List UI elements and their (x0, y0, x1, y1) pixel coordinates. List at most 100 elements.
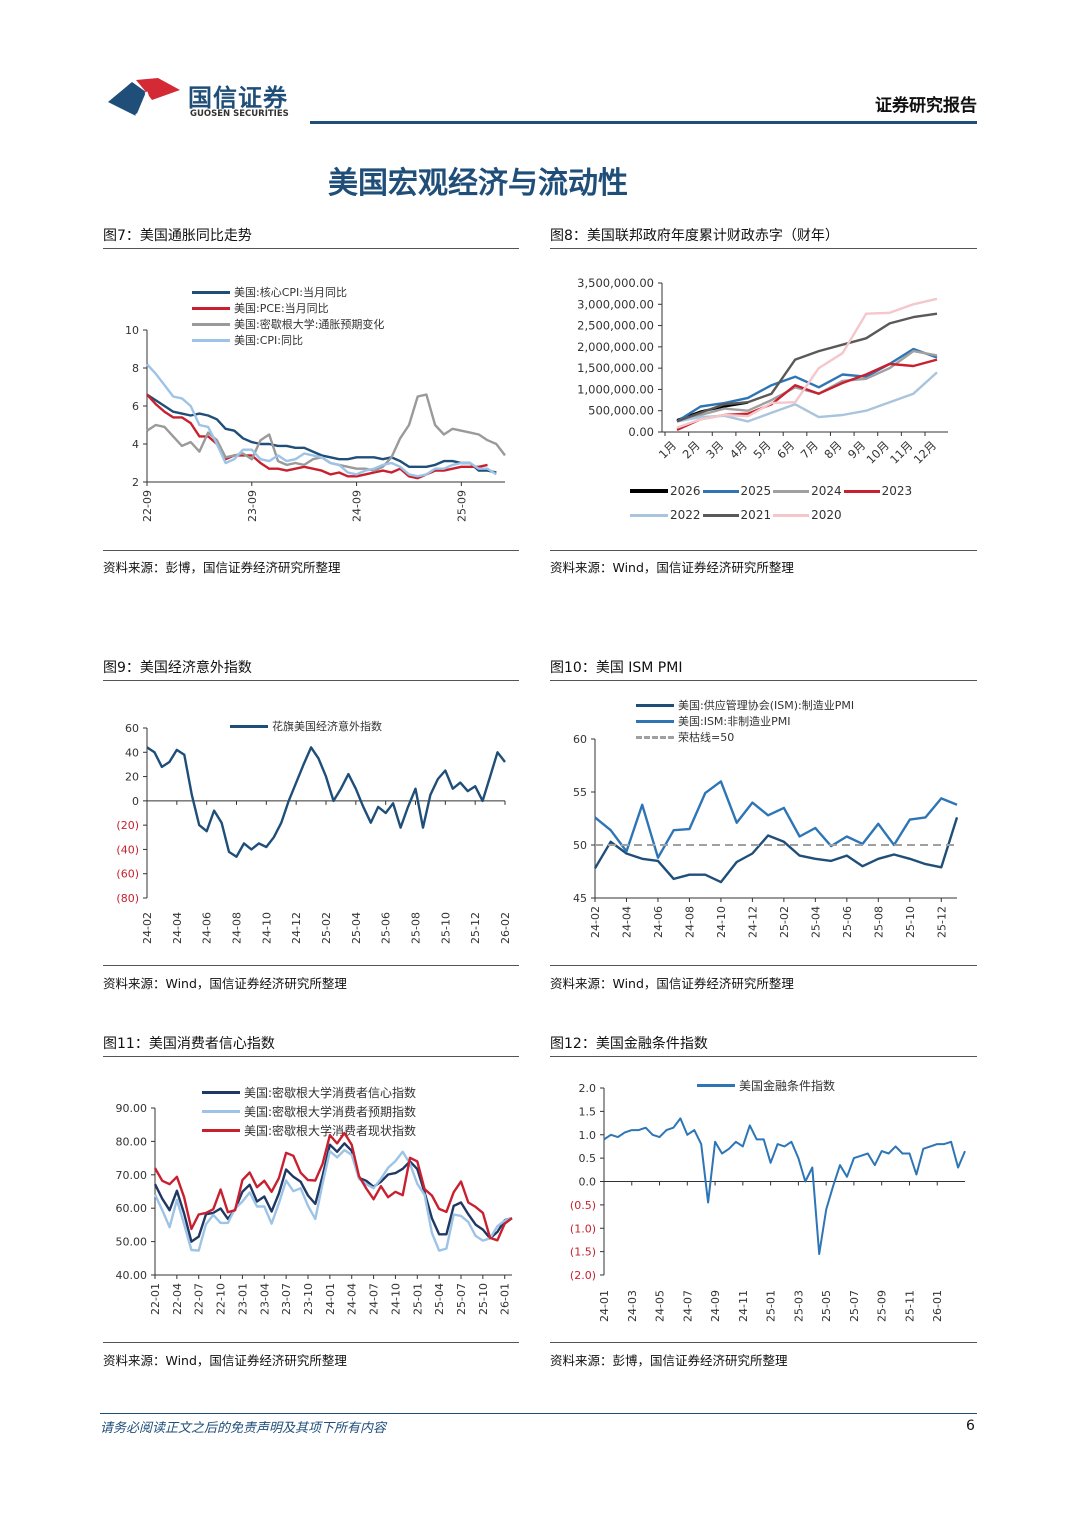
x-tick-label: 2月 (680, 438, 703, 461)
x-tick-label: 25-06 (380, 912, 393, 944)
x-tick-label: 24-07 (368, 1283, 381, 1315)
x-tick-label: 24-08 (231, 912, 244, 944)
series-line-5 (676, 371, 938, 423)
x-tick-label: 25-11 (903, 1290, 916, 1322)
series-line-4 (146, 363, 497, 478)
legend-label: 花旗美国经济意外指数 (272, 720, 382, 733)
legend-item: 美国:PCE:当月同比 (192, 301, 384, 315)
legend-item: 美国:ISM:非制造业PMI (636, 714, 854, 728)
y-tick-label: (80) (116, 892, 139, 905)
y-tick-label: 60 (573, 733, 587, 746)
y-tick-label: 70.00 (116, 1169, 148, 1182)
x-tick-label: 3月 (703, 438, 726, 461)
x-tick-label: 24-04 (346, 1283, 359, 1315)
y-tick-label: 50.00 (116, 1236, 148, 1249)
x-tick-label: 5月 (750, 438, 773, 461)
figure-10-legend: 美国:供应管理协会(ISM):制造业PMI 美国:ISM:非制造业PMI 荣枯线… (636, 698, 854, 744)
y-tick-label: 20 (125, 771, 139, 784)
divider (550, 1056, 977, 1057)
x-tick-label: 26-02 (499, 912, 512, 944)
x-tick-label: 24-09 (709, 1290, 722, 1322)
legend-label: 美国:CPI:同比 (234, 334, 303, 347)
x-tick-label: 24-06 (652, 906, 665, 938)
series-line-1 (593, 817, 959, 884)
figure-12-legend: 美国金融条件指数 (697, 1078, 836, 1093)
x-tick-label: 23-09 (246, 490, 259, 522)
y-tick-label: (60) (116, 868, 139, 881)
series-line-2 (153, 1148, 513, 1252)
x-tick-label: 25-08 (410, 912, 423, 944)
logo-mark-icon (108, 78, 180, 118)
x-tick-label: 6月 (774, 438, 797, 461)
divider (550, 680, 977, 681)
series-line-2 (594, 780, 958, 859)
figure-11-legend: 美国:密歇根大学消费者信心指数 美国:密歇根大学消费者预期指数 美国:密歇根大学… (202, 1085, 416, 1138)
x-tick-label: 24-01 (324, 1283, 337, 1315)
x-tick-label: 8月 (821, 438, 844, 461)
figure-9-legend: 花旗美国经济意外指数 (230, 719, 382, 733)
y-tick-label: 40 (125, 746, 139, 759)
y-tick-label: (1.0) (570, 1222, 596, 1235)
figure-10-source: 资料来源：Wind，国信证券经济研究所整理 (550, 976, 794, 991)
y-tick-label: (0.5) (570, 1199, 596, 1212)
series-line-3 (153, 1131, 513, 1242)
x-tick-label: 24-12 (290, 912, 303, 944)
x-tick-label: 24-06 (201, 912, 214, 944)
y-tick-label: 2 (132, 476, 139, 489)
x-tick-label: 22-01 (149, 1283, 162, 1315)
x-tick-label: 24-10 (389, 1283, 402, 1315)
x-tick-label: 22-07 (193, 1283, 206, 1315)
figure-8-source: 资料来源：Wind，国信证券经济研究所整理 (550, 560, 794, 575)
x-tick-label: 25-02 (320, 912, 333, 944)
x-tick-label: 25-01 (411, 1283, 424, 1315)
y-tick-label: 0.5 (579, 1152, 597, 1165)
legend-label: 美国:供应管理协会(ISM):制造业PMI (678, 699, 855, 712)
x-tick-label: 12月 (911, 438, 939, 466)
divider (103, 680, 519, 681)
legend-label: 2022 (670, 508, 701, 522)
x-tick-label: 25-04 (350, 912, 363, 944)
series-line-1 (603, 1117, 966, 1255)
divider (103, 550, 519, 551)
x-tick-label: 24-10 (260, 912, 273, 944)
series-line-6 (676, 312, 938, 423)
x-tick-label: 24-02 (141, 912, 154, 944)
y-tick-label: 1.5 (579, 1105, 597, 1118)
x-tick-label: 25-09 (455, 490, 468, 522)
x-tick-label: 25-12 (469, 912, 482, 944)
y-tick-label: 60 (125, 722, 139, 735)
x-tick-label: 25-03 (792, 1290, 805, 1322)
figure-12-source: 资料来源：彭博，国信证券经济研究所整理 (550, 1353, 788, 1368)
legend-label: 2026 (670, 484, 701, 498)
x-tick-label: 26-01 (499, 1283, 512, 1315)
figure-9-source: 资料来源：Wind，国信证券经济研究所整理 (103, 976, 347, 991)
page-number: 6 (966, 1418, 975, 1434)
y-tick-label: 90.00 (116, 1102, 148, 1115)
y-tick-label: 3,000,000.00 (577, 297, 654, 311)
y-tick-label: 1.0 (579, 1129, 597, 1142)
chart-9: 60 40 20 0 (20) (40) (60) (80)24-02 24-04 24-06 24… (116, 722, 512, 944)
figure-11-title: 图11：美国消费者信心指数 (103, 1036, 275, 1052)
x-tick-label: 24-08 (683, 906, 696, 938)
x-tick-label: 24-04 (171, 912, 184, 944)
divider (550, 248, 977, 249)
x-tick-label: 25-01 (765, 1290, 778, 1322)
x-tick-label: 24-01 (598, 1290, 611, 1322)
x-tick-label: 24-12 (746, 906, 759, 938)
x-tick-label: 24-07 (681, 1290, 694, 1322)
x-tick-label: 25-08 (872, 906, 885, 938)
legend-label: 美国金融条件指数 (739, 1078, 836, 1093)
series-line-2 (676, 347, 938, 423)
x-tick-label: 24-09 (351, 490, 364, 522)
legend-item: 美国:密歇根大学消费者预期指数 (202, 1104, 416, 1119)
x-tick-label: 25-12 (935, 906, 948, 938)
x-tick-label: 24-05 (654, 1290, 667, 1322)
series-line-1 (146, 393, 497, 474)
divider (550, 1342, 977, 1343)
divider (103, 1342, 519, 1343)
divider (103, 965, 519, 966)
y-tick-label: 1,000,000.00 (577, 382, 654, 396)
x-tick-label: 25-10 (477, 1283, 490, 1315)
series-line-4 (676, 358, 938, 431)
x-tick-label: 24-03 (626, 1290, 639, 1322)
